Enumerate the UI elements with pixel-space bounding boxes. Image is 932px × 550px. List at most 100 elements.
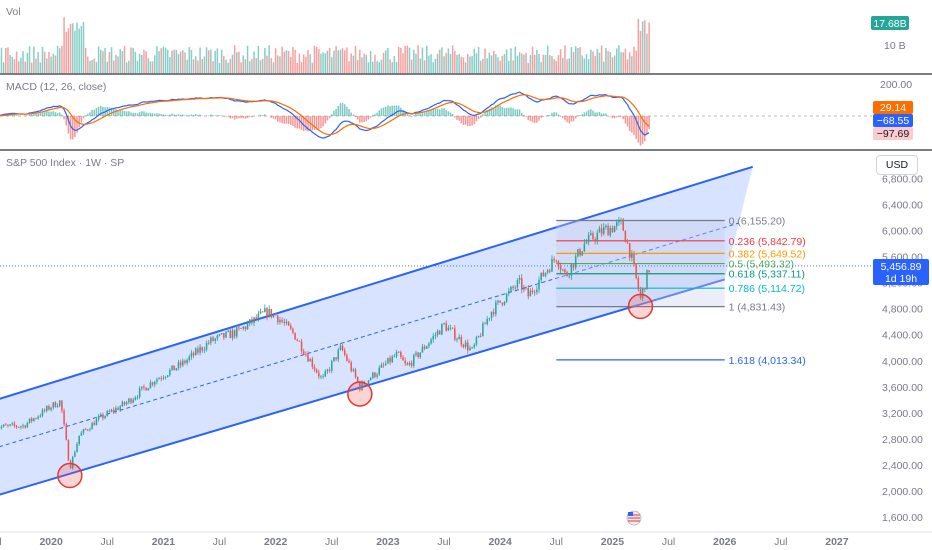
candle-body — [397, 351, 400, 353]
macd-histogram-bar — [156, 113, 158, 116]
volume-bar — [587, 59, 590, 73]
volume-bar — [503, 54, 506, 73]
volume-bar — [359, 49, 361, 73]
volume-bar — [391, 62, 393, 73]
time-axis[interactable]: Jul 2020 Jul 2021 Jul 2022 Jul 2023 Jul 2024 Jul 20… — [0, 536, 849, 548]
macd-line-badge — [873, 114, 913, 127]
time-tick-label: 2020 — [39, 536, 63, 548]
macd-histogram-bar — [290, 116, 292, 125]
volume-bar — [495, 53, 497, 73]
macd-histogram-bar — [631, 116, 633, 133]
candle-body — [631, 253, 633, 258]
volume-bar — [467, 54, 469, 73]
volume-bar — [339, 49, 342, 73]
macd-histogram-bar — [564, 116, 566, 121]
candle-body — [74, 452, 76, 457]
price-axis[interactable]: 6,800.006,400.006,000.005,600.005,200.00… — [882, 174, 923, 524]
candle-body — [294, 332, 296, 340]
macd-histogram-bar — [270, 116, 273, 118]
volume-bar — [223, 55, 225, 73]
volume-bar — [102, 51, 104, 73]
macd-histogram-bar — [294, 116, 296, 128]
macd-histogram-bar — [555, 112, 558, 116]
macd-histogram-bar — [28, 114, 31, 116]
macd-histogram-bar — [380, 108, 383, 116]
candle-body — [322, 376, 324, 378]
volume-bar — [173, 49, 175, 73]
macd-histogram-bar — [441, 108, 443, 116]
candle-body — [635, 264, 637, 278]
candle-body — [568, 275, 570, 277]
volume-bar — [43, 51, 46, 73]
candle-body — [130, 398, 132, 403]
price-pane-title: S&P 500 Index · 1W · SP — [6, 157, 124, 169]
price-tick-label: 3,600.00 — [882, 382, 923, 394]
candle-body — [147, 388, 150, 391]
time-tick-label: 2026 — [713, 536, 737, 548]
volume-bar — [546, 45, 549, 73]
candle-body — [300, 341, 303, 352]
candle-body — [546, 270, 549, 273]
volume-bar — [89, 60, 91, 73]
macd-histogram-bar — [473, 116, 476, 125]
macd-histogram-bar — [482, 113, 484, 116]
candle-body — [618, 220, 620, 223]
macd-histogram-bar — [43, 111, 46, 116]
macd-histogram-bar — [432, 109, 434, 116]
candle-body — [177, 362, 180, 369]
volume-bar — [590, 49, 592, 73]
candle-body — [488, 318, 491, 320]
regression-channel[interactable] — [0, 165, 754, 499]
volume-bar — [82, 21, 85, 74]
candle-body — [626, 242, 629, 244]
macd-histogram-bar — [400, 107, 402, 116]
candle-body — [227, 330, 229, 332]
candle-body — [624, 230, 627, 243]
volume-bar — [341, 48, 344, 73]
macd-histogram-bar — [553, 112, 555, 116]
candle-body — [257, 313, 260, 319]
candle-body — [231, 330, 234, 339]
time-tick-label: Jul — [550, 536, 563, 548]
volume-bar — [603, 61, 605, 73]
candle-body — [512, 286, 514, 289]
candle-body — [264, 308, 266, 313]
candle-body — [164, 376, 167, 378]
currency-button[interactable]: USD — [876, 155, 918, 175]
volume-bar — [350, 53, 352, 73]
candle-body — [132, 399, 134, 403]
volume-bar — [402, 53, 404, 73]
candle-body — [41, 409, 44, 416]
candle-body — [620, 219, 622, 221]
volume-bar — [356, 60, 359, 73]
macd-histogram-bar — [110, 107, 113, 116]
macd-histogram-bar — [503, 108, 506, 116]
candle-body — [22, 425, 24, 427]
candle-body — [559, 266, 562, 270]
candle-body — [313, 366, 316, 370]
macd-histogram-bar — [259, 114, 262, 116]
macd-signal-badge — [873, 101, 913, 114]
macd-histogram-bar — [125, 111, 128, 116]
macd-histogram-bar — [169, 114, 171, 116]
candle-body — [400, 352, 402, 358]
low-markers[interactable] — [57, 293, 654, 489]
macd-histogram-bar — [186, 115, 188, 116]
macd-histogram-bar — [592, 110, 594, 116]
volume-bar — [413, 49, 415, 73]
candle-body — [501, 302, 504, 305]
candle-body — [149, 382, 152, 389]
time-tick-label: Jul — [437, 536, 450, 548]
macd-histogram-bar — [568, 116, 570, 124]
volume-bar — [108, 52, 111, 73]
candle-body — [255, 317, 257, 319]
macd-histogram-bar — [37, 113, 39, 116]
price-tick-label: 4,400.00 — [882, 330, 923, 342]
macd-histogram-bar — [583, 112, 586, 116]
us-flag-icon[interactable] — [626, 510, 642, 526]
macd-histogram-bar — [605, 113, 607, 116]
candle-body — [223, 333, 225, 338]
macd-histogram-bar — [41, 111, 44, 116]
macd-histogram-bar — [231, 116, 234, 119]
